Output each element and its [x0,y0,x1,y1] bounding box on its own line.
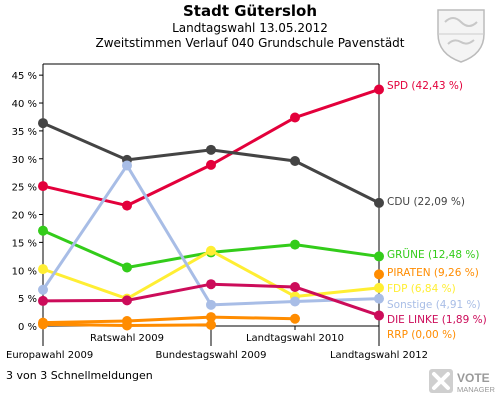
data-point [206,159,216,170]
data-point [374,197,384,208]
data-point [38,295,48,306]
data-point [206,319,216,330]
data-point [206,144,216,155]
x-tick-label: Landtagswahl 2010 [246,333,344,344]
series-end-label: SPD (42,43 %) [387,80,463,92]
data-point [374,282,384,293]
y-tick-label: 30 % [12,155,37,166]
y-tick-label: 40 % [12,99,37,110]
data-point [38,284,48,295]
logo-line1: VOTE [457,371,490,385]
series-line [41,315,297,325]
logo-line2: MANAGER [457,385,496,394]
data-point [374,269,384,280]
data-point [38,225,48,236]
data-point [122,295,132,306]
series-end-label: FDP (6,84 %) [387,283,456,295]
data-point [206,245,216,256]
data-point [290,155,300,166]
y-tick-label: 15 % [12,238,37,249]
data-point [206,279,216,290]
chart-subtitle: Landtagswahl 13.05.2012 [172,21,328,35]
chart-subtitle-detail: Zweitstimmen Verlauf 040 Grundschule Pav… [95,36,405,50]
city-crest-icon [437,9,485,63]
chart-title: Stadt Gütersloh [182,2,317,20]
series-end-label: DIE LINKE (1,89 %) [387,314,487,326]
y-tick-label: 5 % [18,294,37,305]
y-tick-label: 0 % [18,322,37,333]
data-point [206,312,216,323]
y-tick-label: 20 % [12,211,37,222]
series-end-label: RRP (0,00 %) [387,329,456,341]
data-point [374,310,384,321]
data-point [122,320,132,331]
data-point [290,112,300,123]
series-end-label: PIRATEN (9,26 %) [387,267,479,279]
data-point [122,160,132,171]
data-point [38,181,48,192]
data-point [38,319,48,330]
series-end-label: CDU (22,09 %) [387,196,465,208]
footer-text: 3 von 3 Schnellmeldungen [6,369,153,382]
x-tick-label: Europawahl 2009 [6,350,93,361]
y-tick-label: 10 % [12,266,37,277]
y-tick-label: 35 % [12,127,37,138]
data-point [290,239,300,250]
series-end-label: Sonstige (4,91 %) [387,299,481,311]
series-end-label: GRÜNE (12,48 %) [387,248,480,261]
data-point [122,262,132,273]
data-point [206,299,216,310]
data-point [290,313,300,324]
vote-manager-logo: VOTE MANAGER [429,369,496,394]
data-point [290,296,300,307]
y-tick-label: 25 % [12,183,37,194]
x-tick-label: Landtagswahl 2012 [330,350,428,361]
data-point [374,84,384,95]
data-point [374,293,384,304]
y-tick-label: 45 % [12,71,37,82]
x-tick-label: Ratswahl 2009 [90,333,164,344]
data-point [374,251,384,262]
data-point [38,118,48,129]
data-point [122,200,132,211]
x-tick-label: Bundestagswahl 2009 [156,350,267,361]
data-point [290,281,300,292]
data-point [38,264,48,275]
